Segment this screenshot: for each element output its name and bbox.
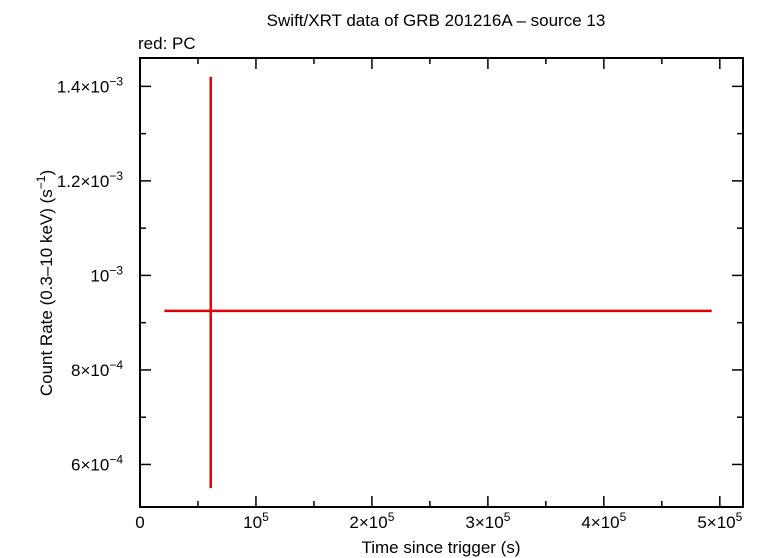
y-tick-label: 6×10−4 bbox=[71, 452, 123, 474]
x-tick-label: 105 bbox=[243, 510, 269, 532]
y-tick-label: 10−3 bbox=[90, 263, 123, 285]
y-axis-label: Count Rate (0.3–10 keV) (s−1) bbox=[34, 170, 56, 396]
y-axis-label-sup: −1 bbox=[34, 175, 48, 189]
x-axis-label: Time since trigger (s) bbox=[361, 538, 520, 557]
y-tick-label: 1.2×10−3 bbox=[57, 169, 123, 191]
x-tick-label: 4×105 bbox=[581, 510, 626, 532]
axis-ticks bbox=[139, 58, 743, 507]
chart-title: Swift/XRT data of GRB 201216A – source 1… bbox=[267, 11, 606, 30]
y-axis-label-main: Count Rate (0.3–10 keV) (s bbox=[37, 189, 56, 396]
legend-note: red: PC bbox=[138, 34, 196, 53]
x-tick-label: 0 bbox=[135, 513, 144, 532]
x-tick-label: 3×105 bbox=[465, 510, 510, 532]
tick-labels: 0 105 2×105 3×105 4×105 5×105 6×10−4 8×10−4 10−3… bbox=[57, 74, 743, 532]
y-tick-label: 1.4×10−3 bbox=[57, 74, 123, 96]
data-layer bbox=[164, 76, 712, 489]
y-tick-label: 8×10−4 bbox=[71, 358, 123, 380]
x-tick-label: 2×105 bbox=[349, 510, 394, 532]
y-axis-label-close: ) bbox=[37, 170, 56, 176]
x-tick-label: 5×105 bbox=[697, 510, 742, 532]
plot-frame bbox=[139, 57, 744, 508]
